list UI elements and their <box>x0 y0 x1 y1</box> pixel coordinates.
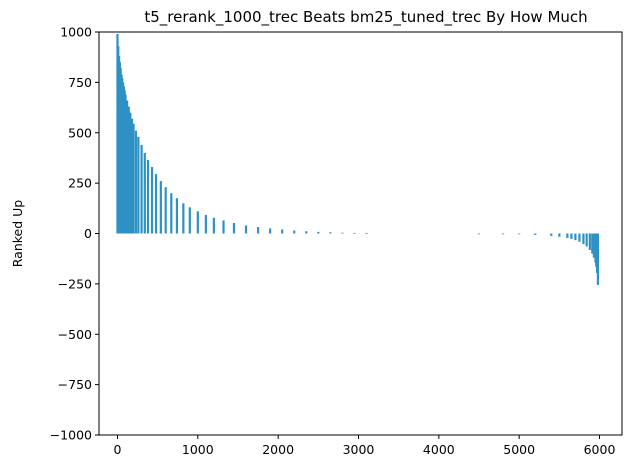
x-axis-ticks: 0 1000 2000 3000 4000 5000 6000 <box>114 435 616 457</box>
bar <box>159 181 162 234</box>
bar <box>477 233 481 235</box>
x-tick-label: 5000 <box>503 442 535 457</box>
y-tick-label: 750 <box>68 75 92 90</box>
bar <box>329 232 332 234</box>
bar <box>256 227 260 234</box>
bar <box>592 233 595 258</box>
bar <box>143 152 146 234</box>
bar <box>534 233 537 235</box>
bar <box>269 228 272 234</box>
bar <box>134 130 138 234</box>
y-axis-label: Ranked Up <box>10 200 25 268</box>
bar <box>129 112 132 234</box>
x-tick-label: 1000 <box>182 442 214 457</box>
bar <box>150 167 154 234</box>
bar <box>518 233 521 235</box>
x-tick-label: 2000 <box>262 442 294 457</box>
bar <box>154 174 158 234</box>
y-tick-label: −500 <box>58 327 92 342</box>
y-tick-label: 0 <box>84 226 92 241</box>
bar <box>341 232 344 234</box>
bar <box>570 233 573 239</box>
bar <box>164 187 167 234</box>
bar <box>232 223 236 234</box>
x-tick-label: 0 <box>114 442 122 457</box>
x-tick-label: 3000 <box>343 442 375 457</box>
y-axis-ticks: −1000 −750 −500 −250 0 250 500 750 1000 <box>50 25 99 443</box>
bar <box>502 233 505 235</box>
bar <box>305 231 308 234</box>
plot-frame <box>98 31 623 436</box>
x-tick-label: 6000 <box>584 442 616 457</box>
bar <box>317 231 320 234</box>
chart-title: t5_rerank_1000_trec Beats bm25_tuned_tre… <box>144 8 587 27</box>
bar <box>182 203 185 234</box>
bar <box>353 232 356 234</box>
bar <box>566 233 569 238</box>
bar <box>126 100 129 234</box>
bar <box>137 136 140 234</box>
y-tick-label: −250 <box>58 276 92 291</box>
bar <box>582 233 585 244</box>
y-tick-label: −1000 <box>50 428 92 443</box>
x-tick-label: 4000 <box>423 442 455 457</box>
bar <box>588 233 591 251</box>
bar <box>222 220 225 234</box>
bar <box>196 211 199 234</box>
bar <box>204 214 207 234</box>
bar <box>130 118 134 234</box>
bars-group <box>116 34 599 285</box>
bar <box>281 229 284 234</box>
bar <box>550 233 553 236</box>
bar <box>132 123 135 234</box>
y-tick-label: −750 <box>58 377 92 392</box>
bar <box>127 106 130 234</box>
bar <box>596 233 599 285</box>
bar <box>212 217 215 234</box>
bar <box>175 198 179 234</box>
y-tick-label: 250 <box>68 176 92 191</box>
y-tick-label: 500 <box>68 125 92 140</box>
y-tick-label: 1000 <box>60 25 92 40</box>
bar <box>146 159 150 234</box>
bar <box>578 233 581 242</box>
bar <box>124 94 127 234</box>
bar <box>558 233 561 237</box>
bar <box>591 233 594 254</box>
bar <box>585 233 588 247</box>
bar <box>170 193 173 234</box>
bar <box>188 207 191 234</box>
bar <box>293 230 296 234</box>
bar <box>244 225 248 234</box>
bar <box>574 233 577 241</box>
bar <box>365 233 368 234</box>
bar <box>140 144 143 234</box>
